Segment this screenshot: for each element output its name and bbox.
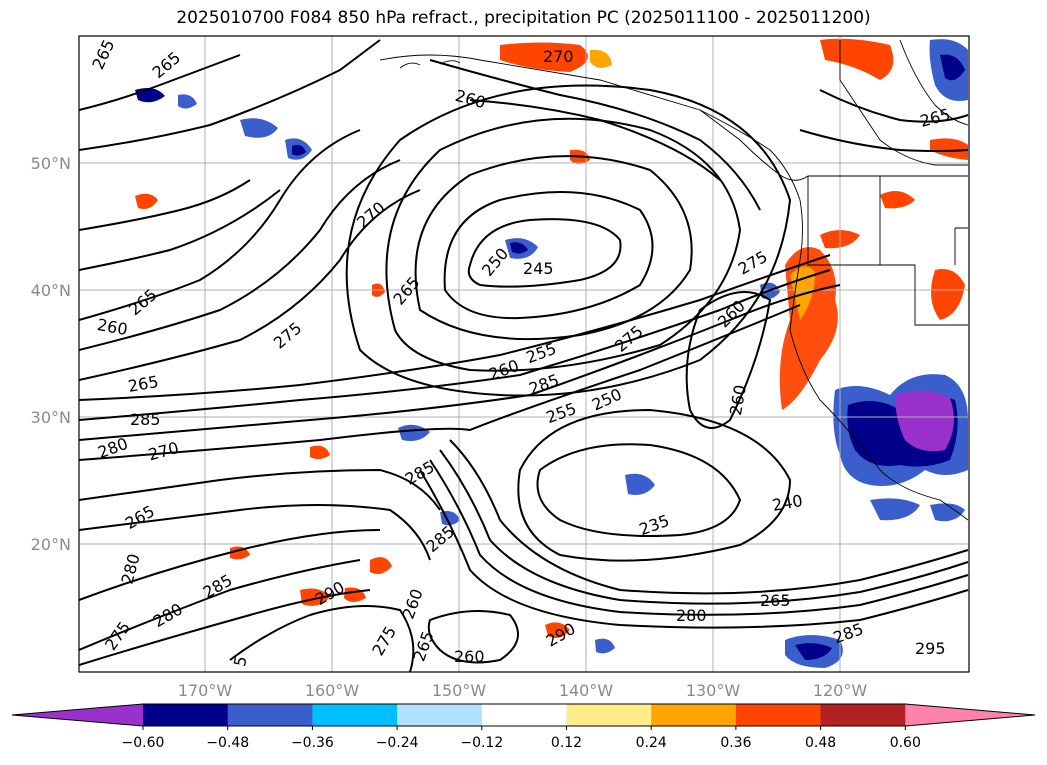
lat-label: 30°N <box>31 408 71 427</box>
colorbar-tick-label: −0.36 <box>291 735 334 751</box>
lat-label: 40°N <box>31 281 71 300</box>
lon-label: 150°W <box>432 681 487 700</box>
contour-label: 285 <box>130 410 161 429</box>
colorbar-tick-label: 0.60 <box>890 735 921 751</box>
contour-label: 245 <box>523 259 554 278</box>
contour-label: 270 <box>543 47 574 66</box>
colorbar-segment <box>481 704 567 726</box>
lon-label: 120°W <box>813 681 868 700</box>
longitude-labels: 170°W 160°W 150°W 140°W 130°W 120°W <box>178 681 868 700</box>
colorbar: −0.60 −0.48 −0.36 −0.24 −0.12 0.12 0.24 0.36 0.4… <box>11 703 1036 751</box>
colorbar-segment <box>820 704 906 726</box>
contour-label: 260 <box>454 647 485 666</box>
colorbar-segment <box>735 704 822 726</box>
precipitation-shading <box>135 38 968 668</box>
map-panel: 265 265 260 270 270 250 245 265 265 275 … <box>78 35 970 673</box>
colorbar-segment <box>566 704 652 726</box>
colorbar-extend-low <box>12 704 143 726</box>
colorbar-tick-label: −0.48 <box>206 735 249 751</box>
colorbar-tick-label: 0.48 <box>805 735 836 751</box>
colorbar-tick-label: 0.24 <box>636 735 667 751</box>
contour-label: 295 <box>915 639 946 658</box>
colorbar-segment <box>651 704 737 726</box>
contour-label: 5 <box>230 655 250 668</box>
contour-label: 280 <box>676 606 707 625</box>
refractivity-contours <box>79 39 969 672</box>
colorbar-segment <box>227 704 313 726</box>
colorbar-segment <box>143 704 229 726</box>
colorbar-tick-label: 0.12 <box>551 735 582 751</box>
contour-label: 265 <box>760 591 791 610</box>
lon-label: 130°W <box>686 681 741 700</box>
latitude-labels: 50°N 40°N 30°N 20°N <box>31 154 71 554</box>
lon-label: 170°W <box>178 681 233 700</box>
colorbar-tick-label: 0.36 <box>720 735 751 751</box>
lon-label: 140°W <box>559 681 614 700</box>
lon-label: 160°W <box>305 681 360 700</box>
colorbar-segment <box>312 704 398 726</box>
colorbar-tick-label: −0.60 <box>122 735 165 751</box>
map-frame <box>78 35 970 673</box>
lat-label: 50°N <box>31 154 71 173</box>
colorbar-segment <box>397 704 483 726</box>
map-title: 2025010700 F084 850 hPa refract., precip… <box>176 8 871 28</box>
lat-label: 20°N <box>31 535 71 554</box>
colorbar-extend-high <box>905 704 1035 726</box>
colorbar-tick-label: −0.12 <box>460 735 503 751</box>
colorbar-tick-label: −0.24 <box>376 735 419 751</box>
